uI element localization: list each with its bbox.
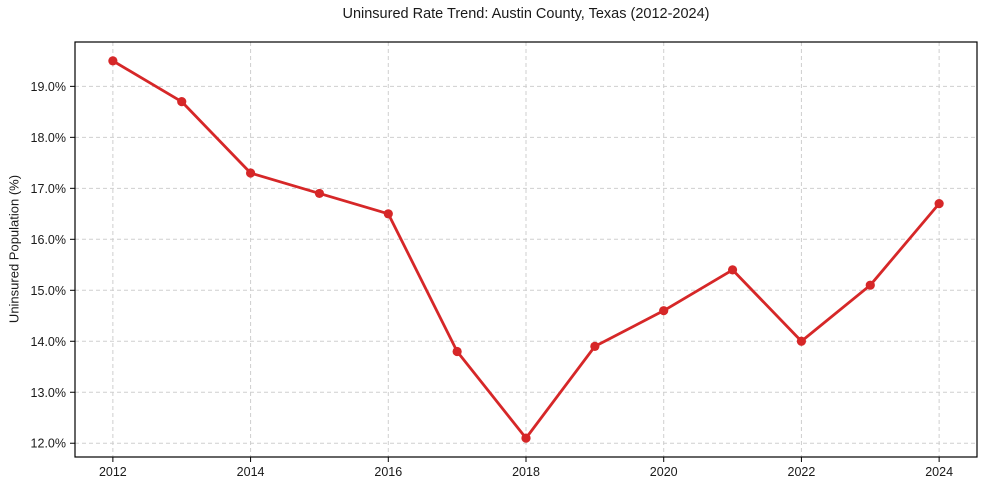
data-point [452, 346, 462, 357]
y-tick-label: 16.0% [31, 233, 66, 247]
y-tick-label: 17.0% [31, 182, 66, 196]
y-tick-label: 15.0% [31, 284, 66, 298]
data-point [796, 336, 807, 346]
x-tick-label: 2014 [237, 465, 265, 479]
data-point [659, 306, 669, 316]
x-tick-label: 2018 [512, 465, 540, 479]
data-point [177, 97, 187, 107]
data-point [108, 56, 118, 66]
y-tick-label: 19.0% [31, 80, 66, 94]
data-point [934, 199, 944, 209]
data-point [383, 209, 393, 219]
data-point [521, 433, 531, 443]
data-point [590, 341, 600, 351]
x-tick-label: 2020 [650, 465, 678, 479]
x-tick-label: 2016 [374, 465, 402, 479]
y-tick-label: 18.0% [31, 131, 66, 145]
y-tick-label: 13.0% [31, 386, 66, 400]
y-tick-label: 12.0% [31, 437, 66, 451]
x-tick-label: 2024 [925, 465, 953, 479]
data-point [245, 168, 256, 178]
chart-title: Uninsured Rate Trend: Austin County, Tex… [342, 6, 710, 22]
x-tick-label: 2022 [788, 465, 816, 479]
data-point [314, 188, 325, 199]
y-tick-label: 14.0% [31, 335, 66, 349]
data-point [865, 280, 875, 290]
data-point [727, 265, 738, 275]
x-tick-label: 2012 [99, 465, 127, 479]
